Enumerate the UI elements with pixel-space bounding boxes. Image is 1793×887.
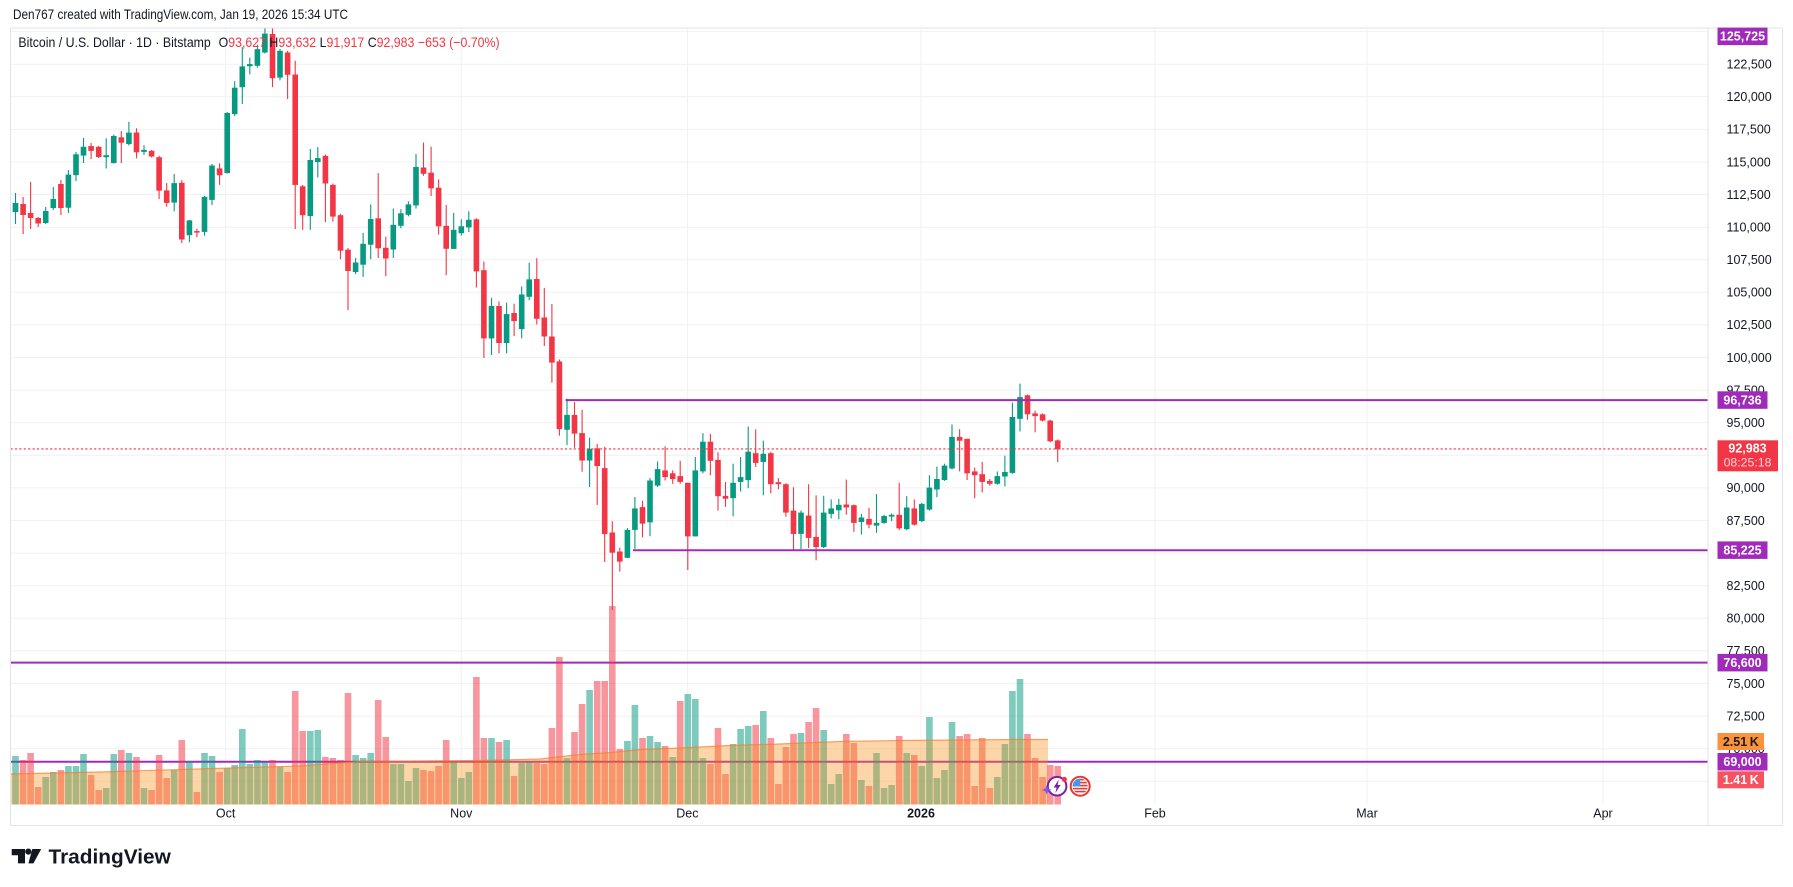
svg-text:72,500: 72,500 (1727, 709, 1765, 723)
svg-text:76,600: 76,600 (1723, 656, 1761, 670)
svg-text:Oct: Oct (216, 807, 236, 821)
svg-text:115,000: 115,000 (1727, 155, 1771, 169)
svg-text:Bitcoin / U.S. Dollar · 1D · B: Bitcoin / U.S. Dollar · 1D · Bitstamp (18, 34, 211, 50)
svg-text:120,000: 120,000 (1727, 90, 1772, 104)
svg-text:122,500: 122,500 (1727, 58, 1772, 72)
svg-text:110,000: 110,000 (1727, 221, 1771, 235)
svg-text:69,000: 69,000 (1723, 755, 1761, 769)
svg-text:TradingView: TradingView (49, 846, 171, 869)
svg-text:80,000: 80,000 (1727, 612, 1765, 626)
svg-text:90,000: 90,000 (1727, 481, 1765, 495)
svg-text:107,500: 107,500 (1727, 253, 1772, 267)
svg-text:75,000: 75,000 (1727, 677, 1765, 691)
svg-text:Nov: Nov (450, 807, 473, 821)
svg-text:08:25:18: 08:25:18 (1724, 455, 1772, 469)
svg-text:96,736: 96,736 (1723, 393, 1761, 407)
svg-text:102,500: 102,500 (1727, 318, 1772, 332)
svg-text:Mar: Mar (1356, 807, 1378, 821)
svg-text:100,000: 100,000 (1727, 351, 1772, 365)
svg-text:Den767 created with TradingVie: Den767 created with TradingView.com, Jan… (13, 6, 348, 22)
svg-text:1.41 K: 1.41 K (1723, 773, 1759, 787)
svg-text:95,000: 95,000 (1727, 416, 1765, 430)
svg-text:125,725: 125,725 (1720, 30, 1765, 44)
svg-text:2026: 2026 (907, 807, 935, 821)
svg-text:85,225: 85,225 (1723, 543, 1761, 557)
svg-text:Apr: Apr (1593, 807, 1612, 821)
svg-text:87,500: 87,500 (1727, 514, 1765, 528)
svg-text:2.51 K: 2.51 K (1723, 735, 1759, 749)
svg-text:92,983: 92,983 (1728, 442, 1766, 456)
svg-text:112,500: 112,500 (1727, 188, 1771, 202)
svg-text:82,500: 82,500 (1727, 579, 1765, 593)
svg-text:Dec: Dec (676, 807, 698, 821)
svg-text:Feb: Feb (1144, 807, 1166, 821)
svg-text:105,000: 105,000 (1727, 286, 1772, 300)
svg-text:117,500: 117,500 (1727, 123, 1771, 137)
svg-text:O93,627 H93,632 L91,917 C92,98: O93,627 H93,632 L91,917 C92,983 −653 (−0… (219, 34, 500, 50)
